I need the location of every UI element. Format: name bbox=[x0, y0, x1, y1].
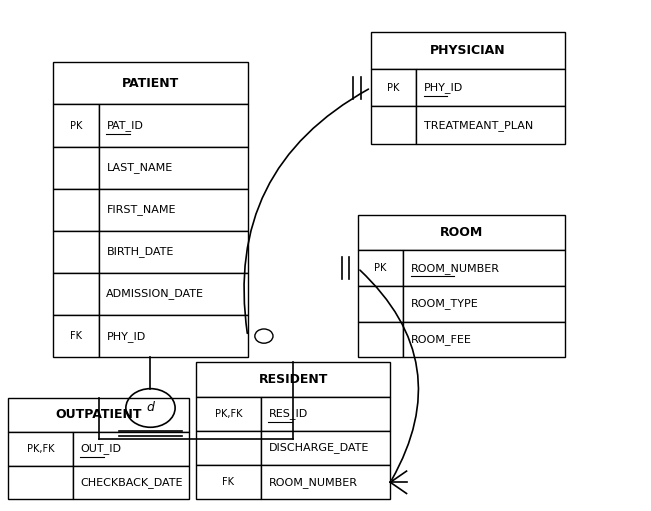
Bar bbox=[98, 147, 248, 189]
Text: PK: PK bbox=[70, 121, 82, 130]
Text: PATIENT: PATIENT bbox=[122, 77, 179, 90]
Text: ROOM_NUMBER: ROOM_NUMBER bbox=[268, 477, 357, 487]
Text: BIRTH_DATE: BIRTH_DATE bbox=[106, 246, 174, 258]
Bar bbox=[358, 286, 403, 321]
Bar bbox=[416, 106, 565, 144]
Text: CHECKBACK_DATE: CHECKBACK_DATE bbox=[81, 477, 183, 488]
Text: FK: FK bbox=[222, 477, 234, 487]
Bar bbox=[8, 432, 73, 466]
Text: PHY_ID: PHY_ID bbox=[106, 331, 146, 341]
Text: PHY_ID: PHY_ID bbox=[424, 82, 464, 93]
Bar bbox=[98, 315, 248, 357]
Bar bbox=[73, 432, 189, 466]
Text: FIRST_NAME: FIRST_NAME bbox=[106, 204, 176, 215]
Bar bbox=[371, 106, 416, 144]
Text: ROOM_NUMBER: ROOM_NUMBER bbox=[411, 263, 500, 274]
Bar bbox=[196, 431, 260, 465]
Bar bbox=[403, 250, 565, 286]
Bar bbox=[196, 397, 260, 431]
Text: PK,FK: PK,FK bbox=[215, 409, 242, 419]
Text: PAT_ID: PAT_ID bbox=[106, 120, 143, 131]
Bar bbox=[196, 362, 391, 397]
Text: ROOM_FEE: ROOM_FEE bbox=[411, 334, 472, 345]
Text: d: d bbox=[146, 402, 154, 414]
Bar bbox=[53, 231, 98, 273]
Bar bbox=[53, 273, 98, 315]
Bar bbox=[73, 466, 189, 499]
Bar bbox=[98, 273, 248, 315]
Bar bbox=[8, 466, 73, 499]
Text: LAST_NAME: LAST_NAME bbox=[106, 162, 173, 173]
Bar bbox=[260, 465, 391, 499]
Text: OUT_ID: OUT_ID bbox=[81, 443, 122, 454]
Bar bbox=[358, 250, 403, 286]
Bar bbox=[98, 189, 248, 231]
Bar bbox=[53, 189, 98, 231]
Bar bbox=[53, 147, 98, 189]
Text: RESIDENT: RESIDENT bbox=[258, 373, 327, 386]
Bar bbox=[260, 397, 391, 431]
Bar bbox=[53, 104, 98, 147]
Text: ROOM_TYPE: ROOM_TYPE bbox=[411, 298, 479, 309]
Bar bbox=[371, 69, 416, 106]
Bar bbox=[358, 321, 403, 357]
Bar bbox=[8, 398, 189, 432]
Text: PK: PK bbox=[374, 263, 387, 273]
Text: PHYSICIAN: PHYSICIAN bbox=[430, 44, 506, 57]
Text: FK: FK bbox=[70, 331, 82, 341]
Text: ROOM: ROOM bbox=[440, 226, 483, 239]
Text: OUTPATIENT: OUTPATIENT bbox=[55, 408, 142, 421]
Text: ADMISSION_DATE: ADMISSION_DATE bbox=[106, 289, 204, 299]
Bar bbox=[416, 69, 565, 106]
Bar bbox=[358, 215, 565, 250]
Bar bbox=[196, 465, 260, 499]
Text: RES_ID: RES_ID bbox=[268, 408, 308, 419]
Text: PK,FK: PK,FK bbox=[27, 444, 54, 454]
Bar bbox=[98, 104, 248, 147]
Bar bbox=[403, 286, 565, 321]
Text: DISCHARGE_DATE: DISCHARGE_DATE bbox=[268, 443, 369, 453]
Bar bbox=[53, 62, 248, 104]
Bar bbox=[98, 231, 248, 273]
Text: PK: PK bbox=[387, 83, 400, 93]
Bar bbox=[53, 315, 98, 357]
Bar bbox=[371, 32, 565, 69]
Bar bbox=[403, 321, 565, 357]
Text: TREATMEANT_PLAN: TREATMEANT_PLAN bbox=[424, 120, 533, 130]
Bar bbox=[260, 431, 391, 465]
